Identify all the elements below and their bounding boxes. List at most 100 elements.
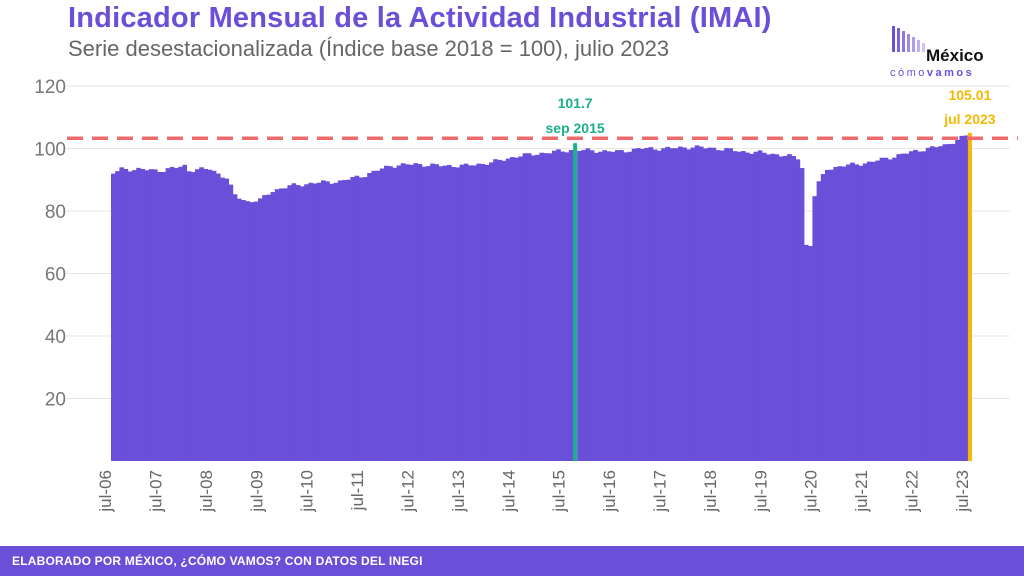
bar (783, 155, 788, 461)
bar (585, 148, 591, 461)
bar (396, 165, 402, 461)
y-tick-label: 120 (34, 77, 66, 98)
bar (644, 147, 649, 462)
bar (673, 148, 679, 462)
bar (379, 168, 385, 461)
bar (610, 151, 616, 461)
bar (963, 135, 969, 461)
bar (724, 148, 729, 462)
mexico-como-vamos-logo: México cómovamos (888, 22, 1008, 80)
bar (552, 150, 557, 461)
bar (812, 196, 817, 461)
x-tick-label: jul-08 (197, 470, 216, 513)
bar (913, 149, 918, 462)
bar (825, 169, 830, 462)
bar (522, 153, 528, 462)
bar (111, 173, 116, 462)
bar (165, 168, 171, 461)
bar (547, 153, 553, 461)
x-tick-label: jul-14 (499, 470, 518, 513)
bar (837, 166, 843, 462)
bar (539, 152, 544, 461)
bar (237, 198, 242, 461)
bar (400, 163, 406, 461)
bar (707, 147, 712, 461)
bar (900, 153, 906, 461)
bar (577, 150, 582, 461)
bar (447, 164, 452, 461)
bar (921, 151, 927, 461)
bar (279, 188, 284, 461)
bar (753, 151, 759, 461)
bar (896, 154, 901, 461)
x-tick-label: jul-22 (903, 470, 922, 513)
bar (358, 177, 364, 461)
bar (405, 164, 410, 461)
bar (484, 164, 490, 461)
bar (417, 164, 423, 461)
bar (669, 148, 675, 462)
bar (119, 167, 124, 462)
bar (258, 198, 263, 461)
x-tick-label: jul-13 (449, 470, 468, 513)
bar (409, 164, 414, 461)
bar (426, 166, 431, 461)
bar (711, 147, 717, 461)
bar (321, 180, 326, 461)
x-tick-label: jul-07 (147, 470, 166, 513)
x-tick-label: jul-12 (399, 470, 418, 513)
bar (589, 150, 595, 461)
bar (455, 167, 460, 461)
bar (312, 183, 318, 461)
chart-title: Indicador Mensual de la Actividad Indust… (68, 2, 772, 34)
bar (186, 171, 192, 461)
bar (291, 183, 297, 461)
bar (211, 170, 217, 462)
bar (934, 147, 939, 461)
bar (493, 159, 498, 462)
bar (274, 189, 280, 462)
x-tick-label: jul-06 (96, 470, 115, 513)
bar (127, 171, 133, 462)
bar (778, 156, 784, 461)
bar (694, 145, 700, 461)
bar (892, 157, 897, 461)
bar (556, 149, 561, 461)
bar (967, 132, 972, 461)
bar (241, 200, 246, 462)
bar (623, 152, 628, 461)
bar (657, 150, 662, 461)
y-tick-label: 40 (45, 327, 66, 348)
logo-subtext: cómovamos (890, 67, 975, 79)
bar (442, 165, 448, 462)
bar (195, 169, 200, 462)
bar (791, 156, 796, 461)
bar (917, 151, 922, 461)
bar (930, 146, 935, 462)
x-tick-label: jul-10 (298, 470, 317, 513)
bar (959, 135, 964, 461)
bar (841, 166, 847, 461)
bar (804, 244, 809, 461)
bar (392, 167, 397, 461)
annotation-date: sep 2015 (546, 120, 605, 136)
bar (505, 158, 511, 461)
bar (304, 184, 309, 461)
bar (757, 150, 763, 462)
bar (795, 159, 801, 461)
x-tick-label: jul-16 (600, 470, 619, 513)
bar (161, 171, 166, 461)
bar (875, 160, 880, 461)
bar (543, 153, 549, 461)
bar (266, 194, 271, 461)
bar (308, 182, 313, 461)
bar (216, 173, 221, 462)
bar (354, 175, 360, 461)
bar (787, 154, 792, 461)
bar (480, 163, 486, 461)
bar (438, 166, 444, 461)
bar (459, 164, 465, 461)
bar (232, 194, 238, 461)
bar (850, 162, 855, 462)
bar (535, 154, 540, 461)
